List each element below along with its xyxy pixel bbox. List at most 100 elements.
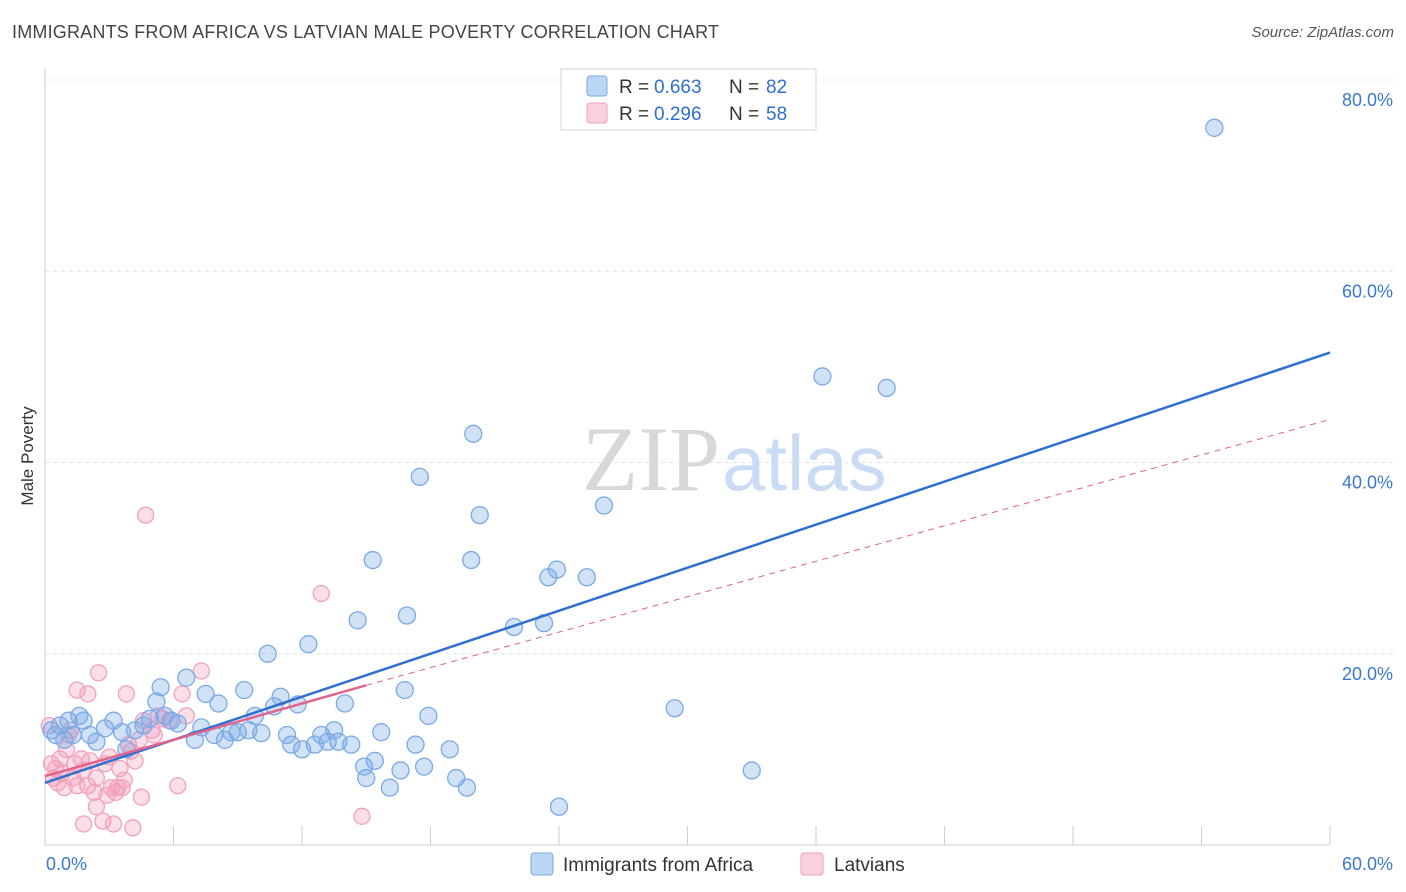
y-axis-label: Male Poverty [18, 406, 37, 506]
point-africa [372, 723, 391, 742]
chart-title: IMMIGRANTS FROM AFRICA VS LATVIAN MALE P… [12, 22, 720, 42]
point-africa [665, 699, 684, 718]
point-africa [277, 725, 297, 745]
point-africa [50, 716, 70, 735]
legend-n-label-africa: N = [729, 77, 759, 98]
trend-line-africa [44, 351, 1331, 785]
point-latvian [87, 769, 106, 787]
legend-n-value-latvians: 58 [766, 104, 787, 125]
point-africa [342, 735, 361, 754]
point-africa [742, 761, 761, 780]
point-africa [354, 757, 374, 776]
point-africa [59, 711, 78, 730]
legend-r-label-africa: R = [619, 77, 649, 98]
point-latvian [55, 778, 73, 797]
trend-lines [44, 351, 1331, 785]
point-africa [196, 684, 215, 704]
point-africa [395, 680, 414, 700]
series-latvians [40, 506, 371, 837]
y-tick-label: 60.0% [1342, 281, 1393, 301]
point-latvian [124, 819, 142, 837]
point-africa [462, 550, 481, 570]
point-latvian [117, 685, 136, 703]
point-africa [80, 725, 100, 745]
point-africa [151, 678, 170, 697]
point-africa [397, 606, 417, 625]
point-latvian [353, 807, 371, 825]
point-africa [55, 730, 74, 749]
point-africa [470, 505, 489, 525]
point-africa [125, 721, 145, 740]
point-africa [365, 751, 384, 770]
point-africa [391, 761, 410, 780]
point-africa [87, 732, 106, 751]
legend-swatch-africa [586, 75, 608, 97]
point-africa [813, 367, 832, 386]
y-tick-label: 40.0% [1342, 473, 1393, 493]
top-legend: R = 0.663 N = 82 R = 0.296 N = 58 [560, 68, 817, 131]
point-africa [299, 635, 318, 654]
point-africa [577, 568, 596, 587]
source-label: Source: ZipAtlas.com [1251, 24, 1394, 41]
point-latvian [87, 798, 106, 816]
legend-n-value-africa: 82 [766, 77, 787, 98]
point-africa [271, 687, 290, 706]
point-africa [252, 723, 271, 743]
point-africa [282, 735, 301, 754]
point-latvian [74, 815, 93, 833]
point-africa [410, 467, 429, 486]
point-latvian [68, 681, 86, 699]
point-africa [134, 716, 153, 735]
point-africa [348, 611, 367, 630]
legend-r-value-africa: 0.663 [654, 77, 702, 98]
x-tick-label-max: 60.0% [1342, 854, 1393, 874]
x-tick-label-min: 0.0% [46, 854, 87, 874]
watermark-atlas: atlas [722, 419, 887, 507]
point-africa [363, 550, 382, 570]
grid-lines [45, 79, 1395, 655]
axes [44, 68, 1331, 846]
trend-line-latvians [44, 684, 367, 778]
point-africa [168, 714, 187, 733]
point-africa [324, 721, 344, 740]
point-africa [140, 709, 160, 728]
point-africa [549, 797, 569, 816]
point-latvian [312, 584, 330, 603]
point-africa [419, 706, 438, 726]
point-africa [594, 496, 614, 515]
point-africa [380, 778, 399, 797]
point-latvian [104, 815, 123, 833]
legend-n-label-latvians: N = [729, 104, 759, 125]
point-africa [177, 668, 196, 687]
point-latvian [132, 788, 151, 806]
point-africa [357, 768, 376, 788]
point-africa [877, 378, 896, 398]
point-africa [318, 732, 337, 751]
point-africa [209, 694, 228, 713]
bottom-legend-label-africa: Immigrants from Africa [563, 855, 753, 876]
point-latvian [79, 685, 97, 703]
point-africa [457, 778, 477, 797]
point-latvian [173, 685, 191, 703]
point-latvian [89, 664, 108, 682]
bottom-legend: Immigrants from Africa Latvians [530, 852, 905, 876]
bottom-legend-label-latvians: Latvians [834, 855, 905, 876]
point-africa [440, 740, 459, 759]
point-africa [406, 735, 425, 754]
bottom-legend-swatch-latvians [800, 852, 824, 876]
point-africa [414, 757, 434, 776]
legend-swatch-latvians [586, 102, 608, 124]
point-africa [335, 694, 354, 713]
point-latvian [94, 812, 112, 830]
y-tick-label: 80.0% [1342, 90, 1393, 110]
point-latvian [137, 506, 155, 524]
point-latvian [169, 777, 187, 795]
trend-line-latvians-extension [366, 418, 1331, 686]
point-latvian [85, 783, 103, 802]
watermark-zip: ZIP [582, 408, 720, 510]
y-axis-tick-labels: 20.0% 40.0% 60.0% 80.0% [1342, 90, 1393, 684]
point-africa [147, 692, 166, 711]
bottom-legend-swatch-africa [530, 852, 554, 876]
point-latvian [115, 771, 133, 789]
x-axis-tick-labels: 0.0% 60.0% [46, 854, 1393, 874]
